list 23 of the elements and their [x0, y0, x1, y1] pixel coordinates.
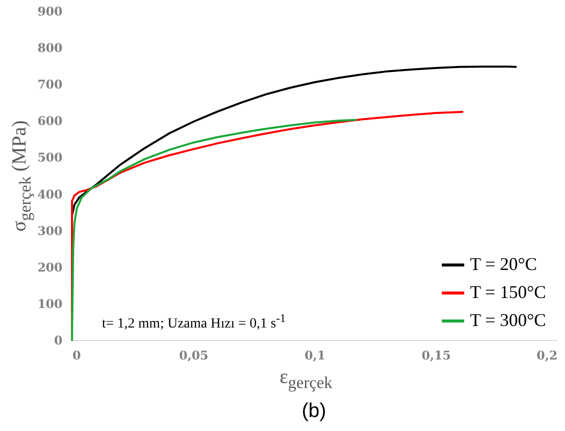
x-tick-label: 0,05	[179, 348, 208, 362]
y-tick-label: 600	[37, 114, 62, 128]
y-tick-label: 0	[54, 334, 62, 348]
x-tick-label: 0	[72, 348, 81, 362]
x-tick-label: 0,2	[536, 348, 558, 362]
line-series	[71, 118, 357, 341]
legend-label: T = 300°C	[470, 310, 546, 330]
y-tick-label: 700	[37, 78, 62, 92]
y-tick-label: 900	[37, 4, 62, 18]
line-series	[71, 110, 464, 341]
x-tick-label: 0,15	[422, 348, 451, 362]
text: (b)	[302, 400, 326, 423]
y-tick-label: 800	[37, 41, 62, 56]
x-axis-title: ε$_{gerçek}$	[280, 366, 332, 393]
y-tick-label: 300	[37, 224, 62, 238]
annotation: t= 1,2 mm; Uzama Hızı = 0,1 s$^{-1}$	[102, 312, 286, 333]
x-tick-label: 0,1	[304, 348, 326, 362]
y-tick-label: 500	[37, 150, 62, 165]
legend-label: T = 20°C	[470, 254, 538, 274]
y-tick-label: 400	[37, 187, 62, 202]
y-tick-label: 100	[37, 296, 62, 311]
y-tick-label: 200	[37, 260, 62, 274]
legend-label: T = 150°C	[470, 282, 546, 302]
